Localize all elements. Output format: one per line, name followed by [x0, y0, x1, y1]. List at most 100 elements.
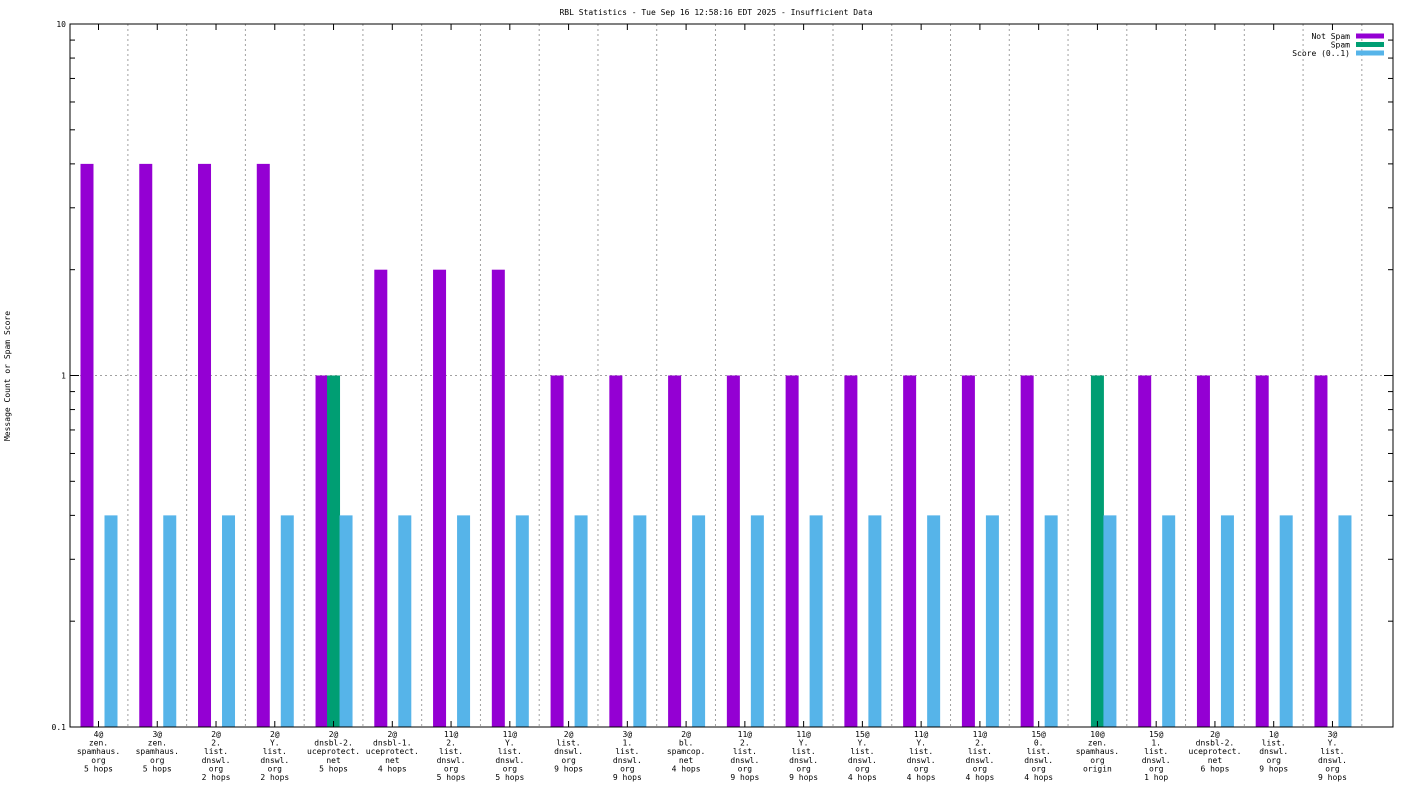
x-tick-label-line: list.	[204, 747, 228, 756]
x-tick-label-line: zen.	[148, 739, 167, 748]
bar-score	[515, 515, 529, 727]
bar-spam	[1090, 375, 1104, 727]
x-tick-label-line: 6 hops	[1200, 764, 1229, 773]
x-tick-label-line: spamhaus.	[77, 747, 120, 756]
x-tick-label-line: org	[973, 764, 988, 773]
x-tick-label-line: dnswl.	[730, 756, 759, 765]
x-tick-label-line: org	[1031, 764, 1046, 773]
x-tick-label: 11@ Y. list. dnswl. org 9 hops	[789, 730, 818, 782]
x-tick-label-line: uceprotect.	[366, 747, 419, 756]
x-tick-label-line: 0.	[1034, 739, 1044, 748]
x-tick-label-line: 5 hops	[84, 764, 113, 773]
legend-swatch	[1356, 33, 1384, 39]
bar-not-spam	[903, 375, 917, 727]
x-tick-label-line: 11@	[503, 730, 518, 739]
x-tick-label-line: 2@	[387, 730, 397, 739]
bar-not-spam	[1314, 375, 1328, 727]
x-tick-label-line: list.	[498, 747, 522, 756]
x-tick-label-line: 2@	[270, 730, 280, 739]
x-tick-label: 4@ zen. spamhaus. org 5 hops	[77, 730, 120, 773]
x-tick-label-line: list.	[263, 747, 287, 756]
x-tick-label-line: 11@	[796, 730, 811, 739]
x-tick-label-line: net	[679, 756, 694, 765]
x-tick-label-line: org	[1325, 764, 1340, 773]
x-tick-label-line: 15@	[855, 730, 870, 739]
x-tick-label-line: org	[1149, 764, 1164, 773]
axes: 0.1 1 10	[52, 20, 1394, 732]
x-tick-label-line: list.	[1027, 747, 1051, 756]
x-tick-label-line: dnswl.	[789, 756, 818, 765]
x-tick-label-line: dnswl.	[202, 756, 231, 765]
x-tick-label-line: 9 hops	[554, 764, 583, 773]
bar-score	[222, 515, 236, 727]
x-tick-label-line: dnswl.	[965, 756, 994, 765]
x-tick-label-line: dnswl.	[554, 747, 583, 756]
bar-score	[750, 515, 764, 727]
bar-score	[163, 515, 177, 727]
x-tick-label: 15@ Y. list. dnswl. org 4 hops	[848, 730, 877, 782]
x-tick-label-line: spamhaus.	[136, 747, 179, 756]
x-tick-label-line: dnswl.	[907, 756, 936, 765]
x-tick-label: 11@ Y. list. dnswl. org 4 hops	[907, 730, 936, 782]
x-tick-label-line: org	[914, 764, 929, 773]
x-tick-label-line: uceprotect.	[307, 747, 360, 756]
x-tick-label-line: 15@	[1149, 730, 1164, 739]
x-tick-label: 15@ 0. list. dnswl. org 4 hops	[1024, 730, 1053, 782]
x-tick-label: 2@ dnsbl-1. uceprotect. net 4 hops	[366, 730, 419, 773]
x-tick-label-line: list.	[1262, 739, 1286, 748]
x-tick-label-line: list.	[557, 739, 581, 748]
x-tick-label-line: zen.	[1088, 739, 1107, 748]
y-tick-label: 0.1	[52, 723, 67, 732]
x-tick-label-line: 15@	[1031, 730, 1046, 739]
x-tick-label-line: 11@	[738, 730, 753, 739]
x-tick-label-line: 3@	[1328, 730, 1338, 739]
bar-not-spam	[550, 375, 564, 727]
bar-not-spam	[198, 163, 212, 727]
x-tick-label-line: 2.	[211, 739, 221, 748]
x-tick-label-line: 1.	[1151, 739, 1161, 748]
x-tick-label-line: net	[326, 756, 341, 765]
bar-score	[398, 515, 412, 727]
legend-label: Score (0..1)	[1292, 49, 1350, 58]
legend-label: Not Spam	[1311, 32, 1350, 41]
x-tick-label-line: org	[91, 756, 106, 765]
x-tick-label-line: zen.	[89, 739, 108, 748]
x-tick-label-line: 2@	[564, 730, 574, 739]
x-tick-label-line: list.	[968, 747, 992, 756]
x-tick-label-line: dnswl.	[260, 756, 289, 765]
x-tick-label-line: 11@	[973, 730, 988, 739]
x-tick-label-line: list.	[615, 747, 639, 756]
bar-not-spam	[844, 375, 858, 727]
x-tick-label-line: 5 hops	[437, 773, 466, 782]
x-tick-label-line: org	[209, 764, 224, 773]
legend-swatch	[1356, 50, 1384, 56]
bar-score	[1279, 515, 1293, 727]
bar-score	[339, 515, 353, 727]
bar-not-spam	[1255, 375, 1269, 727]
bar-not-spam	[491, 269, 505, 727]
x-tick-label-line: 4 hops	[965, 773, 994, 782]
x-tick-label-line: dnswl.	[1318, 756, 1347, 765]
bar-score	[104, 515, 118, 727]
grid	[70, 24, 1393, 727]
x-tick-label: 2@ dnsbl-2. uceprotect. net 6 hops	[1188, 730, 1241, 773]
x-tick-label-line: org	[444, 764, 459, 773]
x-tick-label-line: spamhaus.	[1076, 747, 1119, 756]
x-tick-label-line: Y.	[270, 739, 280, 748]
bar-score	[1103, 515, 1117, 727]
x-tick-label-line: 1.	[623, 739, 633, 748]
x-tick-label: 2@ Y. list. dnswl. org 2 hops	[260, 730, 289, 782]
bar-not-spam	[961, 375, 975, 727]
chart-title: RBL Statistics - Tue Sep 16 12:58:16 EDT…	[559, 8, 872, 17]
x-tick-label-line: org	[150, 756, 165, 765]
x-tick-label-line: org	[855, 764, 870, 773]
x-tick-label-line: list.	[1144, 747, 1168, 756]
x-tick-label-line: org	[796, 764, 811, 773]
x-tick-label-line: 9 hops	[1259, 764, 1288, 773]
bar-not-spam	[1020, 375, 1034, 727]
x-tick-label-line: dnswl.	[613, 756, 642, 765]
x-tick-label-line: Y.	[858, 739, 868, 748]
x-tick-label: 1@ list. dnswl. org 9 hops	[1259, 730, 1288, 773]
